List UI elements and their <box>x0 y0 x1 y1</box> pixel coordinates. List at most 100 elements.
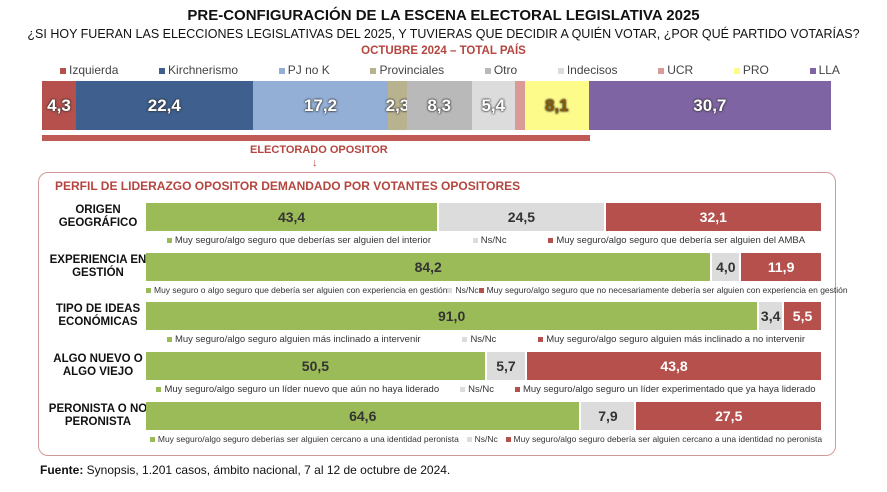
data-label: 5,4 <box>481 95 506 115</box>
legend-label: PJ no K <box>287 63 330 77</box>
legend-item: UCR <box>658 63 693 77</box>
opositor-label: ELECTORADO OPOSITOR <box>250 144 388 156</box>
legend-swatch <box>278 67 285 74</box>
legend-swatch <box>538 336 544 342</box>
party-stacked-bar: 4,3 22,4 17,2 2,3 8,3 5,4 8,1 30,7 <box>42 81 831 130</box>
data-label: 27,5 <box>715 408 743 424</box>
data-label: 7,9 <box>598 408 618 424</box>
legend-swatch <box>478 288 484 294</box>
legend-item: Kirchnerismo <box>159 63 238 77</box>
legend-item: Muy seguro/algo seguro un líder experime… <box>514 384 816 395</box>
party-legend: Izquierda Kirchnerismo PJ no K Provinciales… <box>60 63 840 77</box>
legend-item: Muy seguro/algo seguro que debería ser a… <box>548 235 805 246</box>
legend-item: Ns/Nc <box>462 334 496 345</box>
bar-segment <box>514 81 525 130</box>
data-label: 32,1 <box>699 209 727 225</box>
legend-swatch <box>548 237 554 243</box>
footer-text: Synopsis, 1.201 casos, ámbito nacional, … <box>83 463 451 477</box>
opositor-bracket <box>42 135 590 141</box>
data-label: 5,5 <box>792 308 813 324</box>
bar-segment: 2,3 <box>386 81 409 130</box>
legend-swatch <box>484 67 491 74</box>
legend-item: Muy seguro/algo seguro un líder nuevo qu… <box>156 384 439 395</box>
bar-segment: 7,9 <box>579 402 637 430</box>
data-label: 17,2 <box>303 95 338 115</box>
legend-item: Muy seguro/algo seguro que deberías ser … <box>166 235 431 246</box>
row-stacked-bar: 64,6 7,9 27,5 <box>146 402 821 430</box>
panel-title: PERFIL DE LIDERAZGO OPOSITOR DEMANDADO P… <box>55 179 521 193</box>
legend-swatch <box>156 386 162 392</box>
legend-swatch <box>462 336 468 342</box>
bar-segment: 50,5 <box>146 352 485 380</box>
data-label: 8,3 <box>427 95 452 115</box>
bar-segment: 5,7 <box>484 352 528 380</box>
leadership-profile-panel <box>38 172 836 456</box>
bar-segment: 4,0 <box>710 253 742 281</box>
legend-label: Muy seguro/algo seguro que no necesariam… <box>486 285 848 295</box>
data-label: 50,5 <box>301 358 330 374</box>
legend-swatch <box>472 237 478 243</box>
legend-label: Muy seguro o algo seguro que debería ser… <box>154 285 448 295</box>
data-label: 4,0 <box>716 259 736 275</box>
row-legend: Muy seguro o algo seguro que debería ser… <box>146 285 848 295</box>
data-label: 91,0 <box>437 308 466 324</box>
row-legend: Muy seguro/algo seguro un líder nuevo qu… <box>146 384 826 395</box>
legend-item: Muy seguro/algo seguro debería ser algui… <box>505 434 822 444</box>
row-stacked-bar: 43,4 24,5 32,1 <box>146 203 821 231</box>
data-label: 5,7 <box>496 358 516 374</box>
legend-label: Otro <box>493 63 518 77</box>
legend-item: Muy seguro/algo seguro alguien más incli… <box>166 334 421 345</box>
bar-segment: 43,4 <box>146 203 438 231</box>
row-label: TIPO DE IDEAS ECONÓMICAS <box>55 303 141 328</box>
bar-segment: 64,6 <box>146 402 580 430</box>
legend-label: UCR <box>667 63 694 77</box>
chart-subtitle: ¿SI HOY FUERAN LAS ELECCIONES LEGISLATIV… <box>27 27 860 41</box>
legend-label: Ns/Nc <box>474 434 498 444</box>
legend-item: LLA <box>809 63 840 77</box>
data-label: 43,4 <box>277 209 306 225</box>
legend-label: Ns/Nc <box>480 235 507 246</box>
legend-item: Izquierda <box>60 63 118 77</box>
footer-label: Fuente: <box>40 463 84 477</box>
legend-item: Ns/Nc <box>466 434 498 444</box>
legend-item: Ns/Nc <box>472 235 507 246</box>
data-label: 4,3 <box>47 95 71 115</box>
legend-label: Muy seguro/algo seguro que debería ser a… <box>556 235 806 246</box>
legend-label: Muy seguro/algo seguro deberías ser algu… <box>157 434 459 444</box>
legend-swatch <box>60 67 66 74</box>
legend-label: Ns/Nc <box>468 384 494 395</box>
legend-swatch <box>733 67 740 74</box>
legend-item: PRO <box>733 63 769 77</box>
row-legend: Muy seguro/algo seguro deberías ser algu… <box>146 434 826 444</box>
bar-segment: 5,5 <box>784 302 821 330</box>
legend-item: Provinciales <box>370 63 444 77</box>
row-stacked-bar: 91,0 3,4 5,5 <box>146 302 821 330</box>
legend-label: LLA <box>818 63 840 77</box>
data-label: 22,4 <box>147 95 181 115</box>
legend-label: Muy seguro/algo seguro un líder experime… <box>522 384 816 395</box>
legend-swatch <box>166 237 172 243</box>
legend-label: Ns/Nc <box>455 285 479 295</box>
legend-label: Muy seguro/algo seguro alguien más incli… <box>174 334 421 345</box>
legend-item: Muy seguro/algo seguro alguien más incli… <box>538 334 805 345</box>
legend-item: Ns/Nc <box>447 285 479 295</box>
data-label: 8,1 <box>544 95 569 115</box>
bar-segment: 84,2 <box>146 253 711 281</box>
row-stacked-bar: 50,5 5,7 43,8 <box>146 352 821 380</box>
bar-segment: 24,5 <box>437 203 606 231</box>
legend-item: Otro <box>484 63 518 77</box>
bar-segment: 8,1 <box>524 81 589 130</box>
data-label: 11,9 <box>767 259 795 275</box>
bar-segment: 27,5 <box>636 402 821 430</box>
legend-swatch <box>159 67 166 74</box>
legend-label: Kirchnerismo <box>168 63 239 77</box>
row-stacked-bar: 84,2 4,0 11,9 <box>146 253 821 281</box>
legend-item: Ns/Nc <box>460 384 494 395</box>
legend-label: Indecisos <box>566 63 618 77</box>
data-label: 43,8 <box>660 358 688 374</box>
bar-segment: 8,3 <box>406 81 472 130</box>
legend-swatch <box>557 67 564 74</box>
legend-label: Muy seguro/algo seguro que deberías ser … <box>174 235 431 246</box>
legend-swatch <box>149 437 155 443</box>
legend-swatch <box>809 67 816 74</box>
